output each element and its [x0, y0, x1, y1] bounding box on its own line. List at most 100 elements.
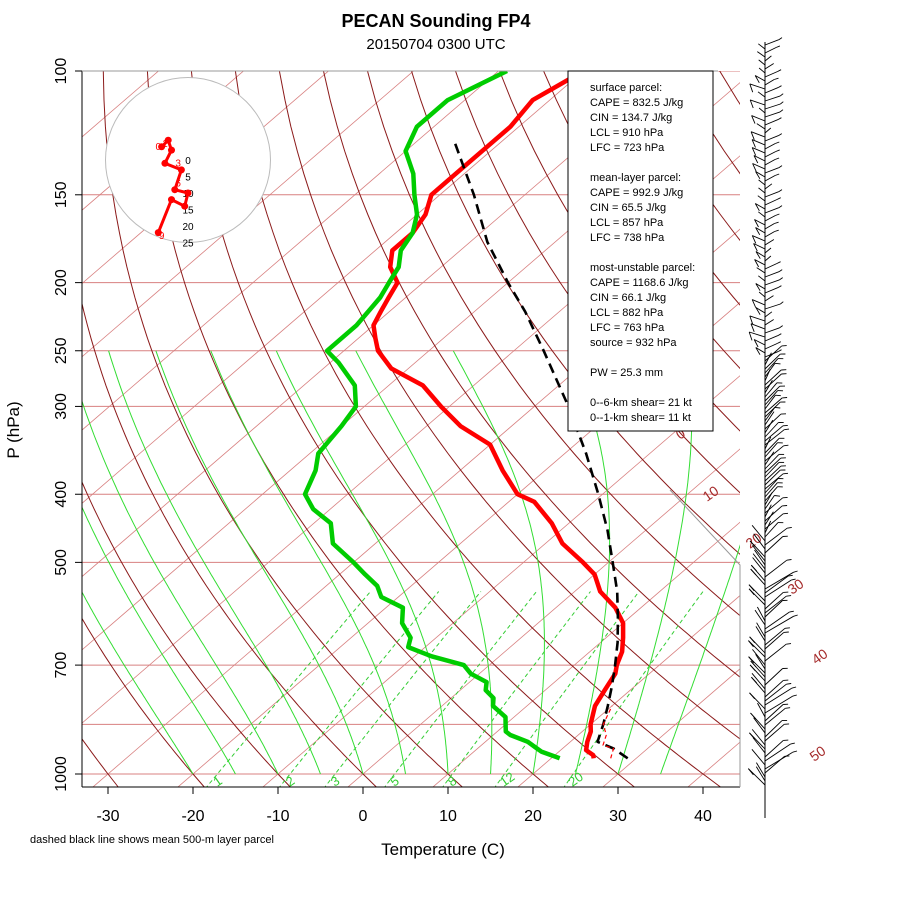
wind-barb-flag	[775, 394, 781, 397]
wind-barb-flag	[751, 676, 758, 684]
y-tick-label: 700	[53, 652, 70, 679]
wind-barb	[758, 275, 766, 282]
info-box-line: LFC = 738 hPa	[590, 232, 665, 244]
wind-barb	[754, 609, 766, 626]
mixing-ratio-line	[382, 591, 537, 787]
wind-barb	[764, 473, 784, 490]
wind-barb	[753, 533, 766, 550]
chart-subtitle: 20150704 0300 UTC	[366, 36, 505, 53]
wind-barb-flag	[753, 243, 758, 252]
info-box-line: 0--1-km shear= 11 kt	[590, 412, 691, 424]
dry-adiabat-label: 50	[807, 742, 829, 764]
isotherm-line	[515, 71, 740, 787]
wind-barb	[764, 191, 779, 198]
wind-barb	[764, 571, 794, 590]
wind-barb-flag	[780, 93, 784, 97]
wind-barb-flag	[750, 564, 757, 572]
info-box-line: LCL = 857 hPa	[590, 217, 664, 229]
wind-barb	[755, 307, 766, 314]
hodograph-height-label: 1	[162, 139, 168, 150]
hodograph-point	[177, 166, 185, 174]
wind-barb	[752, 299, 766, 306]
dry-adiabat-line	[402, 71, 740, 787]
wind-barb	[754, 219, 766, 226]
profile-line-mean-layer-parcel	[452, 138, 629, 760]
wind-barb-flag	[788, 574, 793, 577]
wind-barb	[764, 319, 774, 326]
wind-barb	[764, 419, 774, 434]
wind-barb	[764, 353, 781, 370]
wind-barb	[756, 622, 766, 638]
wind-barb	[764, 397, 783, 414]
wind-barb	[764, 720, 783, 738]
isotherm-line	[82, 71, 537, 787]
wind-barb	[755, 283, 766, 290]
wind-barb	[764, 351, 779, 358]
wind-barb	[764, 287, 779, 294]
wind-barb-flag	[776, 197, 781, 200]
wind-barb-flag	[749, 99, 754, 109]
info-box-line: CIN = 65.5 J/kg	[590, 202, 666, 214]
x-tick-label: 30	[609, 808, 627, 825]
wind-barb-flag	[778, 37, 783, 41]
wind-barb	[764, 478, 779, 494]
wind-barb-flag	[775, 149, 780, 152]
wind-barb	[757, 91, 766, 98]
hodograph-point	[164, 136, 172, 144]
wind-barb	[764, 611, 790, 630]
wind-barb-flag	[780, 101, 784, 105]
dry-adiabat-line	[873, 39, 900, 789]
wind-barb-flag	[793, 614, 798, 617]
wind-barb	[755, 626, 766, 642]
wind-barb	[758, 187, 766, 194]
wind-barb	[764, 303, 781, 310]
wind-barb	[764, 504, 772, 518]
wind-barb	[751, 115, 766, 122]
wind-barb	[764, 247, 772, 254]
wind-barb	[764, 687, 792, 706]
wind-barb-flag	[777, 333, 782, 336]
wind-barb-flag	[784, 627, 790, 629]
dry-adiabat-line	[231, 71, 724, 787]
mixing-ratio-lines	[204, 591, 704, 787]
info-box-line: 0--6-km shear= 21 kt	[590, 397, 692, 409]
wind-barb	[764, 422, 779, 438]
wind-barb	[751, 729, 766, 746]
hodograph-ring-label: 25	[182, 239, 194, 250]
wind-barb-flag	[778, 269, 783, 273]
y-tick-label: 200	[53, 269, 70, 296]
profile-line-surface-parcel	[602, 705, 615, 759]
wind-barb-flag	[754, 219, 759, 228]
wind-barb-flag	[791, 578, 796, 581]
x-tick-label: -30	[96, 808, 119, 825]
wind-barb	[764, 255, 772, 262]
wind-barb	[753, 339, 766, 346]
wind-barb-flag	[749, 540, 756, 548]
wind-barb	[764, 457, 782, 474]
wind-barb-flag	[755, 283, 761, 291]
isotherm-line	[82, 71, 452, 787]
mixing-ratio-line	[204, 591, 371, 787]
mixing-ratio-label: 20	[565, 769, 585, 790]
mixing-ratio-label: 12	[497, 769, 517, 790]
wind-barb	[764, 327, 780, 334]
wind-barb	[749, 315, 766, 322]
wind-barb-flag	[751, 139, 756, 148]
wind-barb-flag	[753, 155, 759, 164]
wind-barb	[757, 606, 766, 622]
wind-barb-flag	[750, 131, 755, 140]
hodograph: 051015202501369	[105, 77, 271, 250]
hodograph-height-label: 9	[159, 231, 165, 242]
moist-adiabat-line	[108, 350, 321, 775]
wind-barb-flag	[779, 277, 783, 281]
isotherm-line	[90, 71, 740, 787]
wind-barb	[764, 207, 779, 214]
dry-adiabat-line	[188, 71, 638, 787]
wind-barb	[764, 263, 778, 270]
wind-barb-flag	[785, 707, 791, 709]
wind-barb	[764, 643, 787, 662]
wind-barb	[764, 436, 772, 450]
wind-barb	[758, 107, 766, 114]
wind-barb	[764, 522, 779, 538]
wind-barb	[764, 167, 779, 174]
